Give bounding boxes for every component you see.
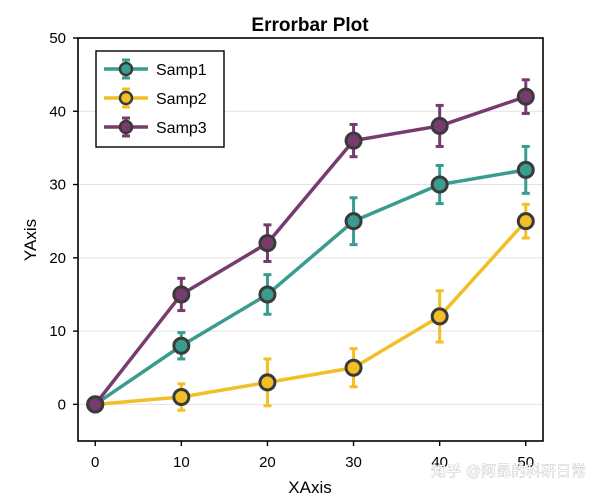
point-samp1-50 — [516, 160, 535, 179]
point-samp3-50 — [516, 87, 535, 106]
series-layer — [86, 78, 535, 414]
point-samp2-50 — [516, 212, 535, 231]
x-axis-ticks: 0 10 20 30 40 50 — [91, 441, 534, 471]
plot-frame — [77, 37, 544, 442]
series-samp2 — [86, 202, 535, 414]
point-samp2-20 — [258, 373, 277, 392]
legend-item-samp2: Samp2 — [104, 87, 207, 109]
point-samp3-40 — [430, 116, 449, 135]
point-samp3-10 — [172, 285, 191, 304]
point-samp1-20 — [258, 285, 277, 304]
x-tick-label-20: 20 — [259, 454, 276, 471]
point-samp1-10 — [172, 336, 191, 355]
legend-item-samp3: Samp3 — [104, 116, 207, 138]
point-samp3-0 — [86, 395, 105, 414]
point-samp3-20 — [258, 234, 277, 253]
y-tick-label-30: 30 — [49, 177, 66, 194]
chart-title: Errorbar Plot — [251, 15, 369, 36]
point-samp1-40 — [430, 175, 449, 194]
point-samp1-30 — [344, 212, 363, 231]
point-samp3-30 — [344, 131, 363, 150]
legend-label-samp2: Samp2 — [156, 91, 207, 108]
point-samp2-30 — [344, 358, 363, 377]
series-line-samp3 — [93, 94, 527, 406]
x-tick-label-0: 0 — [91, 454, 99, 471]
series-line-samp1 — [94, 168, 527, 406]
series-line-samp2 — [95, 220, 528, 407]
y-tick-label-20: 20 — [49, 250, 66, 267]
series-samp1 — [86, 144, 535, 414]
y-axis-label: YAxis — [21, 219, 40, 261]
legend-label-samp1: Samp1 — [156, 62, 207, 79]
x-tick-label-30: 30 — [345, 454, 362, 471]
series-samp3 — [86, 78, 535, 414]
legend-marker-samp2 — [118, 90, 134, 106]
legend: Samp1 Samp2 Samp3 — [95, 50, 225, 148]
x-tick-label-50: 50 — [517, 454, 534, 471]
point-samp2-40 — [430, 307, 449, 326]
x-tick-label-40: 40 — [431, 454, 448, 471]
legend-marker-samp3 — [118, 119, 134, 135]
legend-label-samp3: Samp3 — [156, 120, 207, 137]
x-axis-label: XAxis — [288, 478, 331, 497]
watermark: 知乎 @阿昆的科研日常 — [431, 462, 586, 480]
y-tick-label-40: 40 — [49, 103, 66, 120]
x-tick-label-10: 10 — [173, 454, 190, 471]
y-tick-label-10: 10 — [49, 323, 66, 340]
y-tick-label-0: 0 — [58, 396, 66, 413]
y-tick-label-50: 50 — [49, 30, 66, 47]
y-axis-ticks: 0 10 20 30 40 50 — [49, 30, 78, 413]
legend-item-samp1: Samp1 — [104, 58, 207, 80]
point-samp2-10 — [172, 388, 191, 407]
legend-marker-samp1 — [118, 61, 134, 77]
